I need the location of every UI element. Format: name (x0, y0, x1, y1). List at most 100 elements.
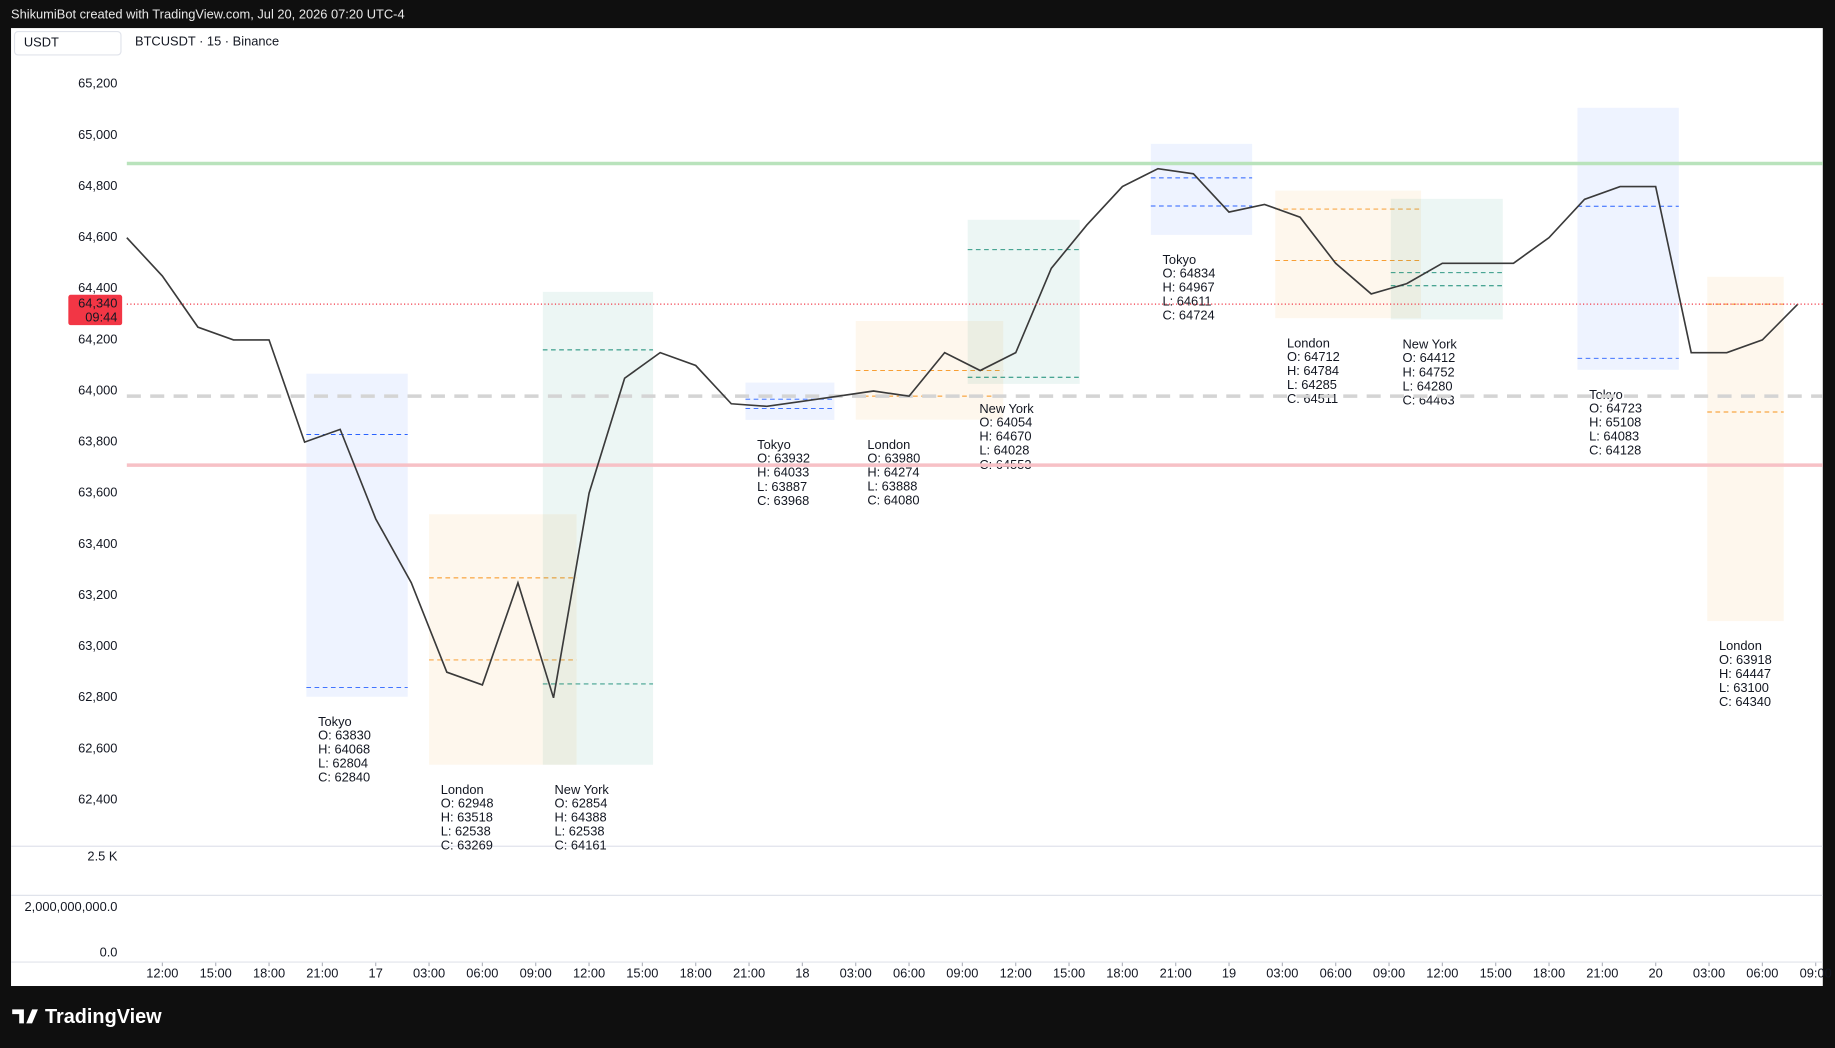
ohlc-value: 64280 (1417, 379, 1453, 394)
x-tick-label: 06:00 (1746, 966, 1778, 981)
x-tick-label: 21:00 (306, 966, 338, 981)
session-ohlc: O: 62948 (441, 796, 494, 811)
session-box (1577, 107, 1679, 370)
session-ohlc: O: 64412 (1403, 351, 1456, 366)
ohlc-prefix: H: (1403, 365, 1416, 380)
ohlc-prefix: C: (1163, 308, 1176, 323)
y-tick-label: 64,600 (78, 229, 117, 244)
ohlc-prefix: O: (867, 451, 881, 466)
ohlc-prefix: O: (1589, 401, 1603, 416)
ohlc-value: 63968 (774, 493, 810, 508)
ohlc-value: 65108 (1606, 415, 1642, 430)
countdown: 09:44 (85, 310, 117, 325)
x-tick-label: 19 (1222, 966, 1236, 981)
ohlc-prefix: O: (1287, 349, 1301, 364)
x-tick-label: 12:00 (1426, 966, 1458, 981)
x-tick-label: 18:00 (1533, 966, 1565, 981)
ohlc-prefix: H: (1163, 280, 1176, 295)
ohlc-value: 63100 (1733, 680, 1769, 695)
x-tick-label: 15:00 (1053, 966, 1085, 981)
ohlc-value: 64274 (884, 465, 920, 480)
ohlc-prefix: C: (441, 838, 454, 853)
x-tick-label: 06:00 (466, 966, 498, 981)
currency-box[interactable] (13, 30, 122, 56)
y-tick-label: 62,400 (78, 791, 117, 806)
ohlc-prefix: L: (441, 824, 452, 839)
ohlc-value: 64054 (996, 415, 1032, 430)
x-tick-label: 09:00 (1800, 966, 1832, 981)
session-ohlc: C: 63968 (757, 493, 809, 508)
ohlc-prefix: H: (1719, 666, 1732, 681)
x-tick-label: 09:00 (1373, 966, 1405, 981)
ohlc-prefix: O: (979, 415, 993, 430)
ohlc-value: 64340 (1735, 694, 1771, 709)
x-tick-label: 21:00 (733, 966, 765, 981)
y-tick-label: 65,000 (78, 127, 117, 142)
x-tick-label: 18:00 (680, 966, 712, 981)
session-ohlc: O: 64723 (1589, 401, 1642, 416)
session-box (306, 373, 408, 697)
x-tick-label: 06:00 (1320, 966, 1352, 981)
x-tick-label: 03:00 (840, 966, 872, 981)
session-ohlc: H: 64670 (979, 429, 1031, 444)
y-tick-label: 63,600 (78, 485, 117, 500)
session-ohlc: H: 64274 (867, 465, 919, 480)
ohlc-value: 63269 (457, 838, 493, 853)
session-name: London (867, 437, 910, 452)
ohlc-value: 64028 (994, 443, 1030, 458)
ohlc-prefix: L: (1589, 429, 1600, 444)
chart-panel (11, 28, 1823, 987)
ohlc-prefix: H: (318, 742, 331, 757)
x-tick-label: 18 (795, 966, 809, 981)
ohlc-value: 64388 (571, 810, 607, 825)
session-ohlc: L: 64280 (1403, 379, 1453, 394)
ohlc-value: 63518 (457, 810, 493, 825)
ohlc-value: 64068 (334, 742, 370, 757)
session-name: London (1287, 335, 1330, 350)
ohlc-value: 64511 (1303, 391, 1338, 406)
y-tick-label: 64,400 (78, 280, 117, 295)
session-ohlc: L: 63887 (757, 479, 807, 494)
x-tick-label: 12:00 (1000, 966, 1032, 981)
currency[interactable]: USDT (24, 35, 59, 50)
price-line (126, 167, 1799, 699)
symbol: BTCUSDT · 15 · Binance (135, 33, 279, 48)
session-ohlc: O: 63830 (318, 728, 371, 743)
session-box (1275, 190, 1422, 319)
ohlc-prefix: H: (1589, 415, 1602, 430)
y-tick-label: 63,800 (78, 434, 117, 449)
ohlc-value: 64080 (884, 493, 920, 508)
ohlc-prefix: L: (318, 756, 329, 771)
session-box (429, 514, 577, 765)
x-tick-label: 09:00 (520, 966, 552, 981)
session-ohlc: H: 64068 (318, 742, 370, 757)
session-ohlc: C: 64724 (1163, 308, 1215, 323)
ohlc-prefix: L: (979, 443, 990, 458)
y-tick-label: 64,200 (78, 331, 117, 346)
ohlc-value: 63887 (771, 479, 807, 494)
ohlc-prefix: C: (1719, 694, 1732, 709)
session-name: New York (555, 782, 610, 797)
ohlc-prefix: C: (1403, 393, 1416, 408)
last-price: 64,340 (78, 296, 117, 311)
ohlc-value: 64611 (1177, 294, 1212, 309)
session-ohlc: L: 64028 (979, 443, 1029, 458)
ohlc-value: 64724 (1179, 308, 1215, 323)
y-tick-label: 2,000,000,000.0 (24, 899, 117, 914)
ohlc-value: 64285 (1301, 377, 1337, 392)
ohlc-prefix: O: (318, 728, 332, 743)
ohlc-prefix: C: (1287, 391, 1300, 406)
ohlc-prefix: O: (1403, 351, 1417, 366)
ohlc-prefix: C: (555, 838, 568, 853)
last-price-tag (68, 294, 123, 326)
session-name: London (441, 782, 484, 797)
session-ohlc: O: 62854 (555, 796, 608, 811)
ohlc-prefix: L: (1163, 294, 1174, 309)
ohlc-prefix: O: (555, 796, 569, 811)
